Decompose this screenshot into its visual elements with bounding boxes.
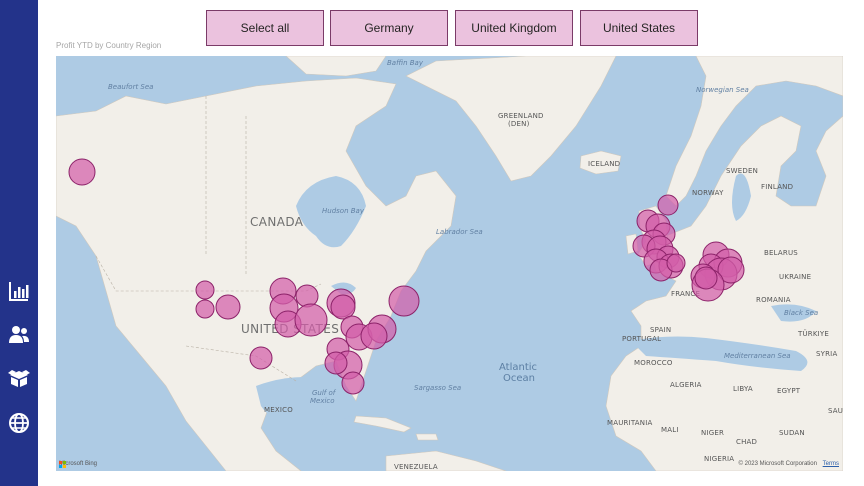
microsoft-logo-icon [59, 461, 66, 468]
label-france: FRANCE [671, 290, 700, 298]
label-baffin-bay: Baffin Bay [387, 59, 424, 67]
label-greenland-sub: (DEN) [508, 120, 530, 128]
label-gulf-mexico: Mexico [310, 397, 335, 405]
label-black-sea: Black Sea [784, 309, 818, 317]
data-bubble[interactable] [666, 253, 686, 273]
visual-title: Profit YTD by Country Region [56, 41, 162, 50]
label-syria: SYRIA [816, 350, 837, 358]
label-norwegian-sea: Norwegian Sea [696, 86, 749, 94]
data-bubble[interactable] [717, 256, 745, 284]
bubble-layer[interactable] [68, 158, 745, 395]
label-saudi: SAU [828, 407, 843, 415]
globe-icon[interactable] [5, 410, 33, 436]
label-spain: SPAIN [650, 326, 671, 334]
label-ukraine: UKRAINE [779, 273, 811, 281]
label-greenland: GREENLAND [498, 112, 544, 120]
data-bubble[interactable] [249, 346, 273, 370]
data-bubble[interactable] [215, 294, 241, 320]
data-bubble[interactable] [195, 299, 215, 319]
data-bubble[interactable] [330, 294, 356, 320]
data-bubble[interactable] [341, 371, 365, 395]
bubble-map[interactable]: Beaufort Sea Baffin Bay GREENLAND (DEN) … [56, 56, 843, 471]
label-egypt: EGYPT [777, 387, 801, 395]
data-bubble[interactable] [657, 194, 679, 216]
people-icon[interactable] [5, 322, 33, 348]
map-attribution: © 2023 Microsoft Corporation Terms [739, 461, 839, 467]
label-chad: CHAD [736, 438, 757, 446]
label-finland: FINLAND [761, 183, 793, 191]
bing-logo: Microsoft Bing [59, 461, 98, 468]
label-nigeria: NIGERIA [704, 455, 734, 463]
label-mediterranean: Mediterranean Sea [724, 352, 791, 360]
data-bubble[interactable] [195, 280, 215, 300]
label-belarus: BELARUS [764, 249, 798, 257]
label-mali: MALI [661, 426, 679, 434]
data-bubble[interactable] [360, 322, 388, 350]
bing-logo-text: Microsoft Bing [59, 461, 98, 467]
terms-link[interactable]: Terms [822, 461, 839, 467]
copyright-text: © 2023 Microsoft Corporation [738, 461, 817, 467]
label-mexico: MEXICO [264, 406, 293, 414]
label-beaufort-sea: Beaufort Sea [108, 83, 153, 91]
label-canada: CANADA [250, 215, 304, 229]
data-bubble[interactable] [295, 284, 319, 308]
label-atlantic: Atlantic [499, 362, 537, 373]
data-bubble[interactable] [68, 158, 96, 186]
gulf-of-mexico-water [256, 377, 352, 428]
label-morocco: MOROCCO [634, 359, 673, 367]
label-iceland: ICELAND [588, 160, 620, 168]
label-sargasso-sea: Sargasso Sea [414, 384, 461, 392]
data-bubble[interactable] [294, 303, 328, 337]
label-norway: NORWAY [692, 189, 724, 197]
label-mauritania: MAURITANIA [607, 419, 653, 427]
label-sweden: SWEDEN [726, 167, 758, 175]
label-venezuela: VENEZUELA [394, 463, 438, 471]
label-portugal: PORTUGAL [622, 335, 661, 343]
black-sea-water [771, 304, 816, 322]
label-libya: LIBYA [733, 385, 753, 393]
bar-chart-icon[interactable] [5, 278, 33, 304]
data-bubble[interactable] [694, 266, 718, 290]
united-kingdom-button[interactable]: United Kingdom [455, 10, 573, 46]
baltic-water [732, 173, 751, 221]
label-turkiye: TÜRKIYE [797, 329, 829, 338]
map-canvas[interactable]: Beaufort Sea Baffin Bay GREENLAND (DEN) … [56, 56, 843, 471]
united-states-button[interactable]: United States [580, 10, 698, 46]
label-romania: ROMANIA [756, 296, 791, 304]
label-ocean: Ocean [503, 373, 535, 384]
label-hudson-bay: Hudson Bay [322, 207, 365, 215]
great-lakes [331, 282, 356, 295]
box-icon[interactable] [5, 365, 33, 391]
label-algeria: ALGERIA [670, 381, 702, 389]
hudson-bay-water [296, 176, 366, 248]
data-bubble[interactable] [324, 351, 348, 375]
label-sudan: SUDAN [779, 429, 805, 437]
mediterranean-water [631, 336, 808, 371]
select-all-button[interactable]: Select all [206, 10, 324, 46]
data-bubble[interactable] [388, 285, 420, 317]
label-gulf-of: Gulf of [312, 389, 337, 397]
sidebar [0, 0, 38, 486]
label-labrador-sea: Labrador Sea [436, 228, 483, 236]
germany-button[interactable]: Germany [330, 10, 448, 46]
label-niger: NIGER [701, 429, 724, 437]
